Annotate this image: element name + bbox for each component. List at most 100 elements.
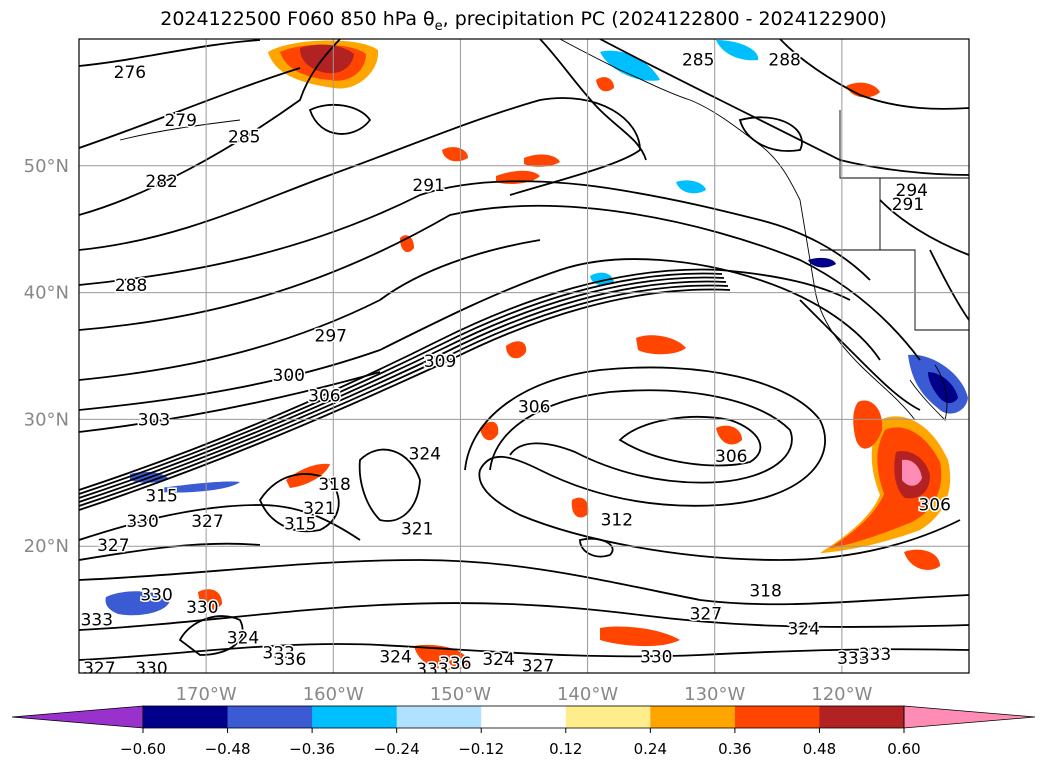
contour-label: 306 <box>715 447 747 467</box>
precip-blob <box>596 77 614 92</box>
contour-label: 303 <box>138 410 170 430</box>
colorbar-segment <box>819 706 905 728</box>
colorbar-segment <box>227 706 313 728</box>
precip-blob <box>846 82 880 98</box>
chart-title: 2024122500 F060 850 hPa θe, precipitatio… <box>0 8 1047 34</box>
precip-blob <box>928 372 958 404</box>
precip-blob <box>480 421 499 441</box>
contour-label: 321 <box>303 499 335 519</box>
contour-label: 327 <box>191 512 223 532</box>
precip-blob <box>286 463 330 488</box>
colorbar-extend-high <box>903 705 1036 729</box>
map-background <box>79 39 969 673</box>
contour-line <box>358 448 421 522</box>
contour-label: 279 <box>164 111 196 131</box>
x-tick-label: 160°W <box>303 684 364 705</box>
contour-label: 306 <box>308 386 340 406</box>
y-tick-label: 20°N <box>24 536 69 557</box>
contour-line <box>79 643 969 661</box>
contour-label: 324 <box>787 620 819 640</box>
contour-line <box>79 180 871 286</box>
x-tick-label: 150°W <box>430 684 491 705</box>
precip-blob <box>676 180 706 194</box>
contour-label: 333 <box>859 645 891 665</box>
colorbar-segment <box>565 706 651 728</box>
colorbar-tick-label: −0.60 <box>120 740 166 758</box>
contour-label: 276 <box>114 63 146 83</box>
precip-blob <box>198 589 222 610</box>
coastline <box>909 364 948 421</box>
contour-line <box>79 239 541 381</box>
contour-line <box>79 39 341 216</box>
contour-label: 306 <box>518 398 550 418</box>
contour-line <box>779 39 969 110</box>
contour-line <box>738 116 803 152</box>
precip-blob <box>716 40 759 61</box>
contour-label: 318 <box>749 582 781 602</box>
map-frame <box>78 38 970 674</box>
contour-line <box>79 288 731 511</box>
contour-label: 312 <box>601 511 633 531</box>
coastlines <box>119 39 969 421</box>
contour-line <box>79 276 725 499</box>
x-tick-label: 120°W <box>811 684 872 705</box>
contour-line <box>258 473 340 533</box>
contour-label: 336 <box>439 654 471 674</box>
precip-blob <box>160 481 240 493</box>
contour-label: 330 <box>186 598 218 618</box>
contour-label: 330 <box>135 659 167 679</box>
contour-label: 318 <box>318 475 350 495</box>
contour-line <box>79 268 851 491</box>
title-prefix: 2024122500 F060 850 hPa θ <box>160 8 435 30</box>
precip-blob <box>716 425 742 445</box>
contour-label: 315 <box>145 486 177 506</box>
contour-label: 300 <box>273 366 305 386</box>
coastline <box>839 110 969 179</box>
contour-label: 333 <box>81 611 113 631</box>
x-tick-label: 140°W <box>557 684 618 705</box>
contour-label: 315 <box>284 514 316 534</box>
contour-label: 333 <box>262 644 294 664</box>
x-tick-label: 170°W <box>176 684 237 705</box>
contour-label: 285 <box>682 50 714 70</box>
contour-line <box>79 602 969 631</box>
colorbar-tick-label: 0.12 <box>549 740 582 758</box>
colorbar-tick-label: −0.24 <box>374 740 420 758</box>
contour-line <box>929 249 969 321</box>
y-tick-label: 40°N <box>24 283 69 304</box>
contour-label: 297 <box>315 327 347 347</box>
contour-label: 291 <box>412 176 444 196</box>
contour-line <box>464 366 961 561</box>
contour-label: 330 <box>140 585 172 605</box>
precip-blob <box>571 497 589 518</box>
contour-label: 309 <box>424 352 456 372</box>
contour-line <box>79 371 381 433</box>
contour-line <box>79 272 723 495</box>
contour-line <box>79 204 921 361</box>
colorbar: −0.60 −0.48 −0.36 −0.24 −0.12 0.12 0.24 0.36 0.4… <box>11 705 1036 758</box>
contour-label: 291 <box>892 195 924 215</box>
contour-line <box>308 103 372 135</box>
precip-blob <box>600 50 660 81</box>
precip-blob <box>904 549 940 570</box>
contour-label: 294 <box>896 181 928 201</box>
colorbar-frame <box>142 705 905 729</box>
contour-line <box>489 389 793 484</box>
colorbar-segment <box>481 706 567 728</box>
colorbar-tick-label: 0.60 <box>887 740 920 758</box>
contour-label: 321 <box>401 519 433 539</box>
contour-label: 330 <box>126 512 158 532</box>
title-suffix: , precipitation PC (2024122800 - 2024122… <box>442 8 887 30</box>
y-axis-ticks: 20°N 30°N 40°N 50°N <box>24 156 69 557</box>
contour-label: 327 <box>690 604 722 624</box>
contour-label: 327 <box>522 656 554 676</box>
colorbar-segment <box>312 706 398 728</box>
coastline <box>820 249 969 331</box>
map-gridlines <box>79 39 969 673</box>
precip-blob <box>414 644 470 670</box>
y-tick-label: 50°N <box>24 156 69 177</box>
contour-label: 324 <box>227 628 259 648</box>
contour-label: 333 <box>416 660 448 680</box>
